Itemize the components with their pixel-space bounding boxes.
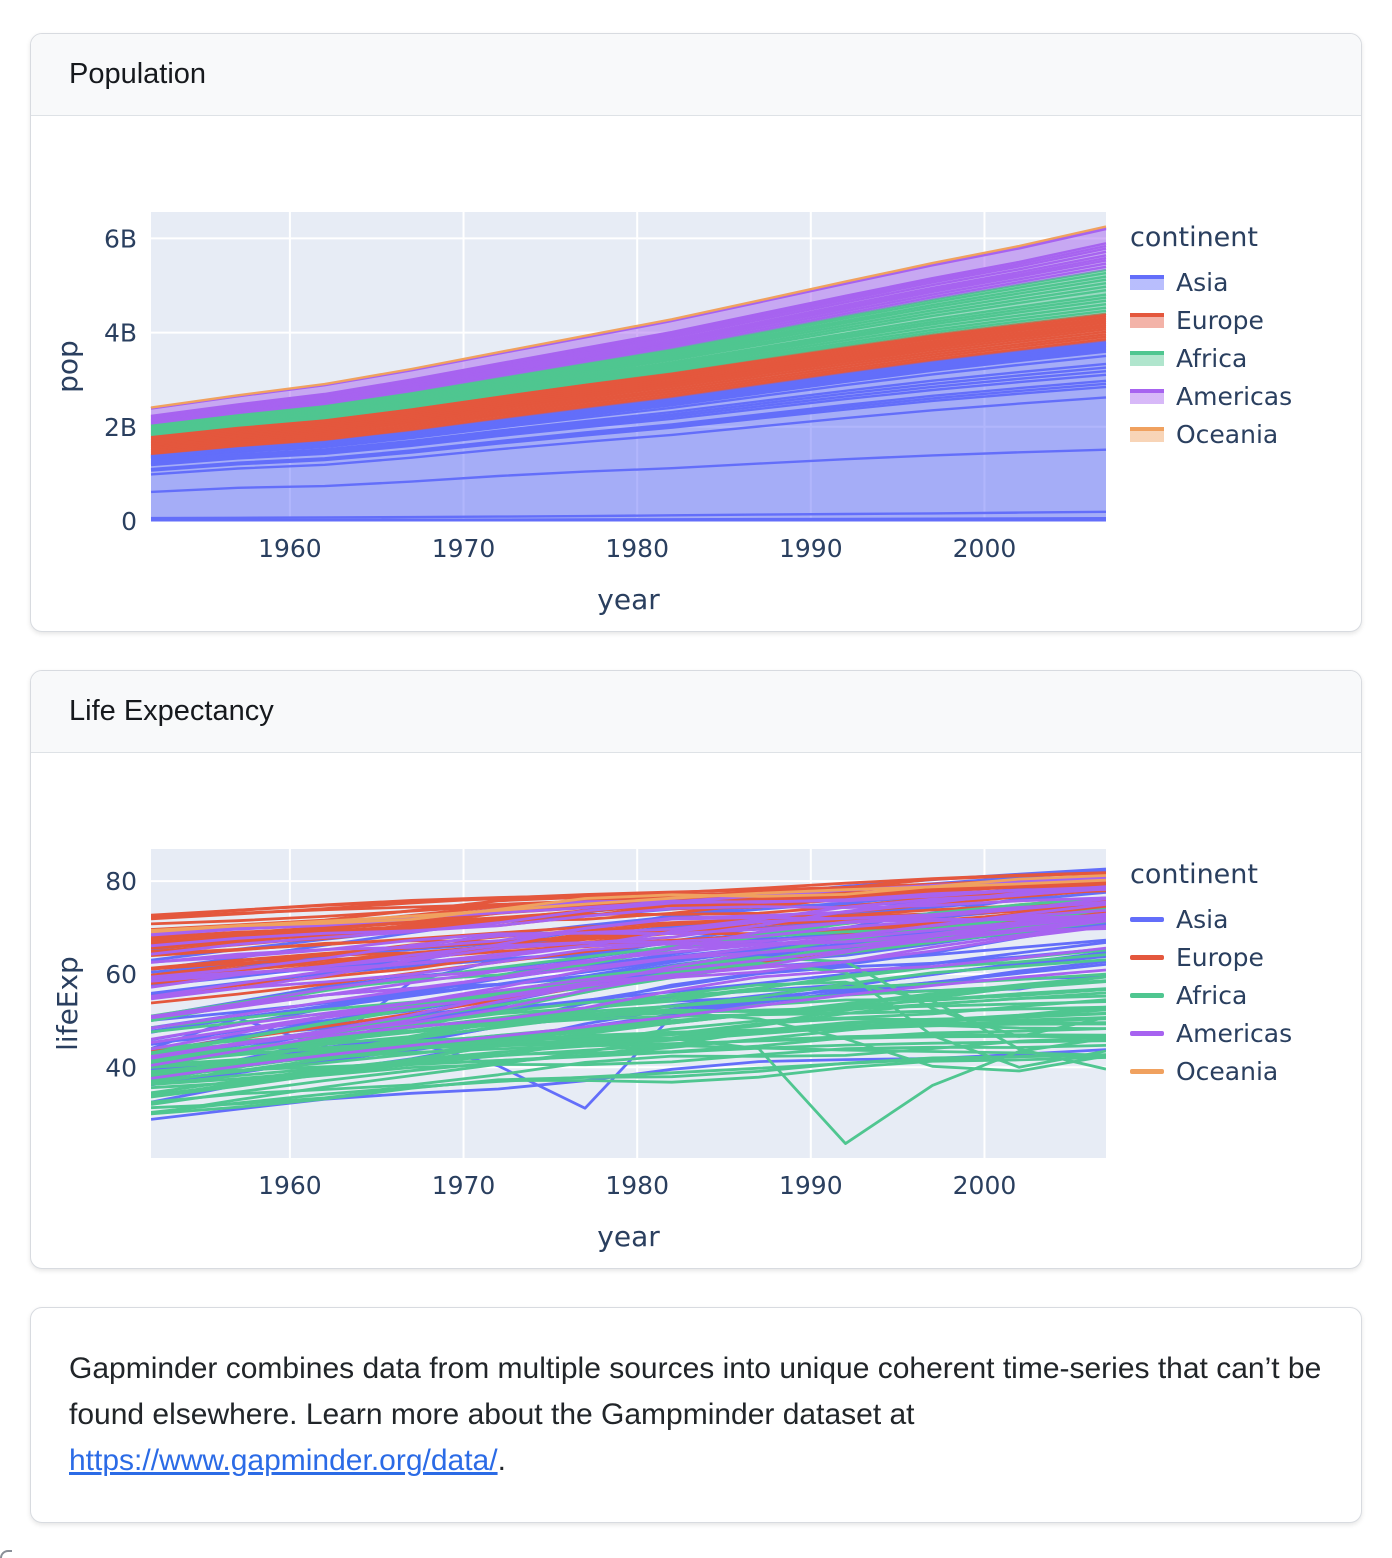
info-text-suffix: .	[497, 1444, 506, 1477]
population-card: Population 0 2B 4B 6B 1960 1970 1980 1990 2000 ye…	[30, 33, 1362, 632]
info-text-body: Gapminder combines data from multiple so…	[69, 1352, 1322, 1431]
legend-item-americas[interactable]: Americas	[1130, 377, 1355, 415]
americas-area-swatch	[1130, 388, 1164, 404]
svg-text:60: 60	[105, 960, 137, 989]
svg-text:80: 80	[105, 867, 137, 896]
population-legend: continent Asia Europe Africa Americas	[1130, 222, 1355, 453]
legend-item-europe[interactable]: Europe	[1130, 301, 1355, 339]
svg-text:1970: 1970	[432, 534, 496, 563]
legend-label: Europe	[1176, 305, 1264, 335]
svg-text:1970: 1970	[432, 1171, 496, 1200]
legend-item-asia[interactable]: Asia	[1130, 900, 1355, 938]
page-title: Population	[69, 58, 207, 90]
europe-line-swatch	[1130, 954, 1164, 960]
svg-text:1990: 1990	[779, 534, 843, 563]
card-title: Life Expectancy	[69, 695, 274, 727]
next-card-fragment	[0, 1550, 12, 1558]
legend-item-asia[interactable]: Asia	[1130, 263, 1355, 301]
life-expectancy-card-header: Life Expectancy	[31, 671, 1361, 753]
svg-text:40: 40	[105, 1053, 137, 1082]
svg-text:year: year	[597, 583, 660, 616]
legend-label: Europe	[1176, 942, 1264, 972]
life-expectancy-legend: continent Asia Europe Africa Americas	[1130, 859, 1355, 1090]
legend-title: continent	[1130, 222, 1258, 253]
legend-item-africa[interactable]: Africa	[1130, 976, 1355, 1014]
info-card: Gapminder combines data from multiple so…	[30, 1307, 1362, 1523]
page: Population 0 2B 4B 6B 1960 1970 1980 1990 2000 ye…	[30, 33, 1362, 1523]
oceania-line-swatch	[1130, 1068, 1164, 1074]
svg-text:1960: 1960	[258, 534, 322, 563]
legend-item-americas[interactable]: Americas	[1130, 1014, 1355, 1052]
legend-label: Oceania	[1176, 419, 1279, 449]
svg-text:1960: 1960	[258, 1171, 322, 1200]
legend-label: Asia	[1176, 267, 1229, 297]
africa-area-swatch	[1130, 350, 1164, 366]
svg-text:lifeExp: lifeExp	[51, 956, 84, 1051]
svg-text:2000: 2000	[953, 534, 1017, 563]
asia-line-swatch	[1130, 916, 1164, 922]
legend-label: Oceania	[1176, 1056, 1279, 1086]
legend-label: Africa	[1176, 343, 1248, 373]
legend-label: Africa	[1176, 980, 1248, 1010]
legend-label: Americas	[1176, 1018, 1293, 1048]
life-expectancy-chart-canvas[interactable]: 40 60 80 1960 1970 1980 1990 2000 year lifeExp	[31, 753, 1361, 1268]
svg-text:year: year	[597, 1220, 660, 1253]
population-card-header: Population	[31, 34, 1361, 116]
europe-area-swatch	[1130, 312, 1164, 328]
svg-text:2000: 2000	[953, 1171, 1017, 1200]
legend-label: Americas	[1176, 381, 1293, 411]
legend-label: Asia	[1176, 904, 1229, 934]
legend-item-africa[interactable]: Africa	[1130, 339, 1355, 377]
gapminder-data-link[interactable]: https://www.gapminder.org/data/	[69, 1444, 498, 1477]
svg-text:2B: 2B	[104, 413, 137, 442]
svg-text:0: 0	[121, 507, 137, 536]
oceania-area-swatch	[1130, 426, 1164, 442]
life-expectancy-figure: 40 60 80 1960 1970 1980 1990 2000 year lifeExp co…	[31, 753, 1361, 1268]
svg-text:4B: 4B	[104, 319, 137, 348]
legend-item-oceania[interactable]: Oceania	[1130, 415, 1355, 453]
americas-line-swatch	[1130, 1030, 1164, 1036]
africa-line-swatch	[1130, 992, 1164, 998]
life-expectancy-card: Life Expectancy 40 60 80 1960 1970 1980 1990 20…	[30, 670, 1362, 1269]
legend-title: continent	[1130, 859, 1258, 890]
asia-area-swatch	[1130, 274, 1164, 290]
info-text: Gapminder combines data from multiple so…	[69, 1346, 1323, 1484]
svg-text:1990: 1990	[779, 1171, 843, 1200]
svg-text:1980: 1980	[605, 1171, 669, 1200]
legend-item-europe[interactable]: Europe	[1130, 938, 1355, 976]
population-figure: 0 2B 4B 6B 1960 1970 1980 1990 2000 year pop conti…	[31, 116, 1361, 631]
svg-text:pop: pop	[51, 340, 84, 393]
population-chart-canvas[interactable]: 0 2B 4B 6B 1960 1970 1980 1990 2000 year pop	[31, 116, 1361, 631]
legend-item-oceania[interactable]: Oceania	[1130, 1052, 1355, 1090]
svg-text:6B: 6B	[104, 224, 137, 253]
svg-text:1980: 1980	[605, 534, 669, 563]
